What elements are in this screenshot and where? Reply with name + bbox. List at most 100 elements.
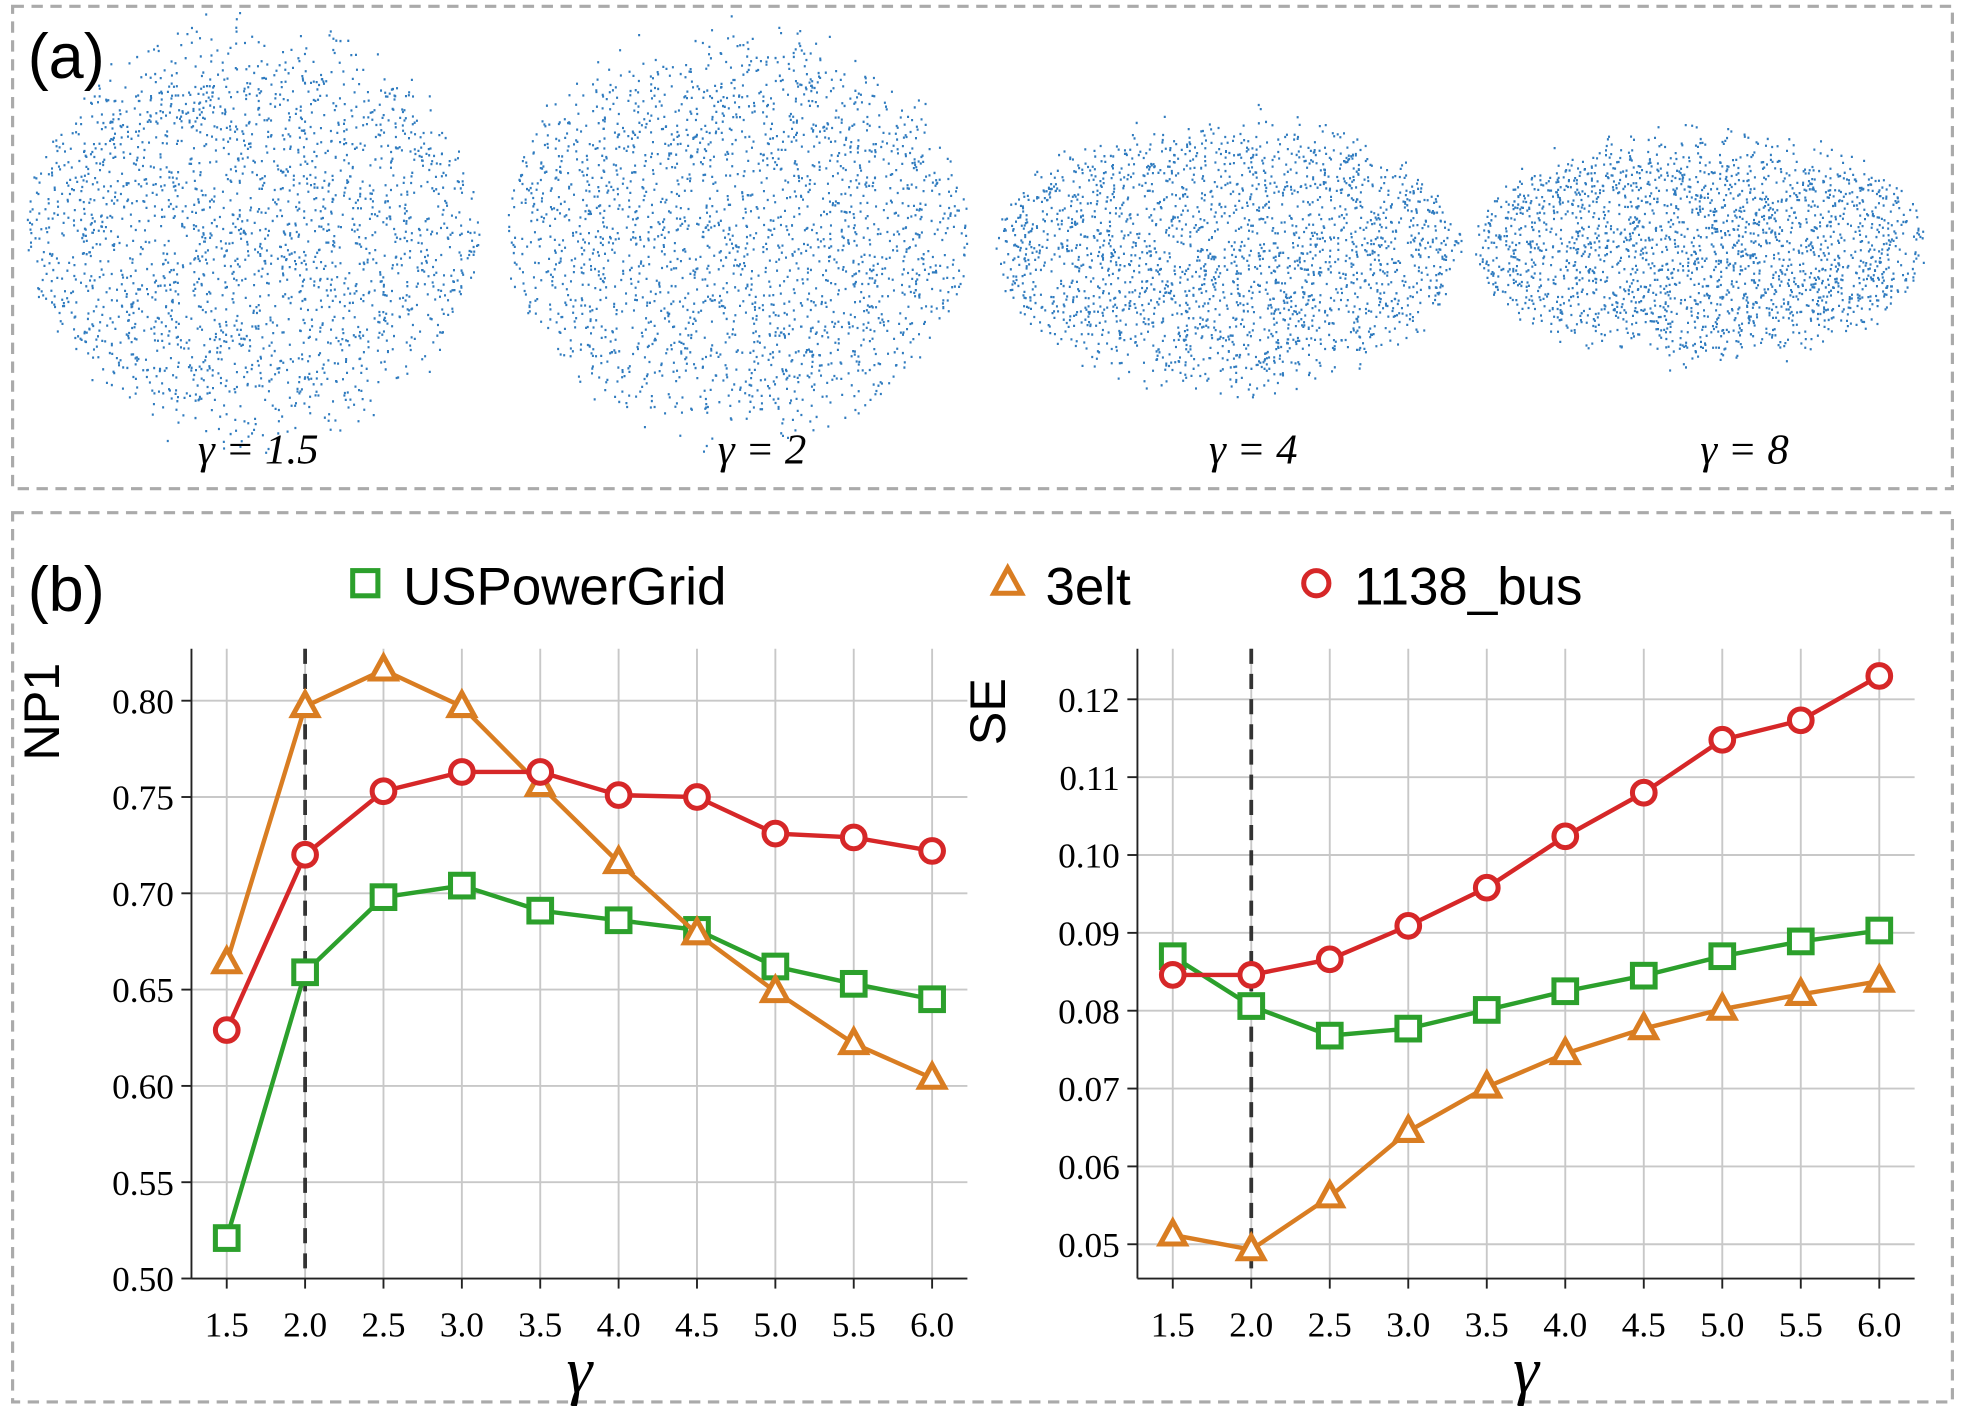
data-point — [683, 783, 711, 811]
network-nodes — [1475, 123, 1925, 372]
data-point — [1391, 1112, 1426, 1143]
x-tick-label: 5.0 — [1700, 1305, 1744, 1344]
y-tick-label: 0.09 — [1058, 914, 1120, 953]
x-tick-label: 5.0 — [753, 1305, 797, 1344]
x-tick-label: 4.0 — [1543, 1305, 1587, 1344]
data-point — [1865, 662, 1894, 690]
data-point — [212, 1224, 241, 1252]
data-point — [1548, 1034, 1583, 1066]
data-point — [601, 843, 636, 875]
data-point — [1705, 990, 1740, 1021]
data-point — [680, 914, 714, 946]
data-point — [366, 651, 401, 682]
data-point — [526, 758, 555, 786]
series-line — [1171, 928, 1880, 1038]
data-point — [604, 906, 633, 935]
network-nodes — [26, 11, 481, 454]
series-line — [224, 667, 934, 1081]
data-point — [1234, 1230, 1268, 1262]
x-axis-label: γ — [567, 1335, 595, 1407]
y-tick-label: 0.55 — [112, 1164, 174, 1203]
y-axis-label: SE — [959, 678, 1016, 745]
data-point — [915, 1059, 949, 1090]
x-tick-label: 3.0 — [1386, 1305, 1430, 1344]
data-point — [1786, 927, 1815, 956]
data-point — [291, 958, 319, 987]
data-point — [918, 985, 946, 1014]
y-tick-label: 0.06 — [1058, 1148, 1120, 1187]
y-tick-label: 0.60 — [112, 1068, 174, 1107]
x-tick-label: 1.5 — [1151, 1305, 1195, 1344]
data-point — [1472, 873, 1501, 902]
data-point — [1315, 1021, 1344, 1050]
caption: γ = 2 — [718, 427, 807, 474]
data-point — [1470, 1068, 1504, 1099]
x-tick-label: 3.5 — [1465, 1305, 1509, 1344]
network-layouts — [26, 11, 1925, 454]
data-point — [1708, 942, 1737, 971]
x-tick-label: 6.0 — [910, 1305, 954, 1344]
data-point — [1237, 992, 1266, 1020]
x-tick-label: 2.5 — [361, 1305, 405, 1344]
data-point — [1551, 822, 1580, 851]
data-point — [445, 687, 479, 719]
data-point — [1627, 1009, 1661, 1041]
y-tick-label: 0.65 — [112, 971, 174, 1010]
legend-label: 1138_bus — [1354, 558, 1582, 617]
x-tick-label: 4.5 — [1622, 1305, 1666, 1344]
x-tick-label: 4.5 — [675, 1305, 719, 1344]
y-tick-label: 0.11 — [1059, 759, 1119, 798]
legend-label: 3elt — [1045, 558, 1131, 617]
y-tick-label: 0.70 — [112, 875, 174, 914]
panel-label: (b) — [28, 555, 105, 625]
x-tick-label: 4.0 — [597, 1305, 641, 1344]
y-tick-label: 0.05 — [1058, 1226, 1120, 1265]
caption: γ = 4 — [1209, 427, 1298, 474]
y-tick-label: 0.10 — [1058, 837, 1120, 876]
y-tick-label: 0.80 — [112, 682, 174, 721]
data-point — [1629, 778, 1658, 807]
data-point — [448, 758, 476, 786]
data-point — [291, 840, 319, 869]
data-point — [1862, 962, 1897, 993]
data-point — [839, 969, 868, 998]
data-point — [604, 781, 633, 809]
panel-b-frame — [11, 511, 1954, 1404]
data-point — [1865, 916, 1894, 945]
data-point — [1394, 911, 1423, 940]
x-tick-label: 2.0 — [1229, 1305, 1273, 1344]
data-point — [1315, 945, 1344, 974]
panel-label: (a) — [28, 22, 105, 92]
x-tick-label: 5.5 — [1779, 1305, 1823, 1344]
y-tick-label: 0.07 — [1058, 1070, 1120, 1109]
data-point — [1786, 706, 1815, 735]
series-line — [224, 769, 933, 1031]
caption: γ = 8 — [1700, 427, 1789, 474]
y-tick-label: 0.75 — [112, 779, 174, 818]
legend-label: USPowerGrid — [403, 558, 726, 617]
network-nodes — [507, 15, 969, 453]
series-line — [224, 883, 933, 1239]
data-point — [1551, 977, 1580, 1006]
panel-a-frame — [11, 4, 1954, 491]
data-point — [209, 943, 244, 975]
data-point — [918, 837, 946, 865]
data-point — [758, 972, 793, 1004]
data-point — [1784, 975, 1818, 1006]
x-tick-label: 2.0 — [283, 1305, 327, 1344]
legend-marker — [989, 562, 1026, 596]
data-point — [1629, 961, 1658, 990]
y-tick-label: 0.08 — [1058, 992, 1120, 1031]
data-point — [526, 896, 555, 925]
data-point — [1313, 1177, 1347, 1209]
x-tick-label: 3.0 — [440, 1305, 484, 1344]
x-tick-label: 1.5 — [205, 1305, 249, 1344]
data-point — [1394, 1014, 1423, 1043]
x-tick-label: 2.5 — [1308, 1305, 1352, 1344]
data-point — [212, 1016, 241, 1044]
x-tick-label: 6.0 — [1857, 1305, 1901, 1344]
series-line — [1172, 978, 1880, 1253]
legend-marker — [350, 568, 381, 599]
x-axis-label: γ — [1513, 1335, 1541, 1407]
data-point — [1237, 961, 1266, 989]
